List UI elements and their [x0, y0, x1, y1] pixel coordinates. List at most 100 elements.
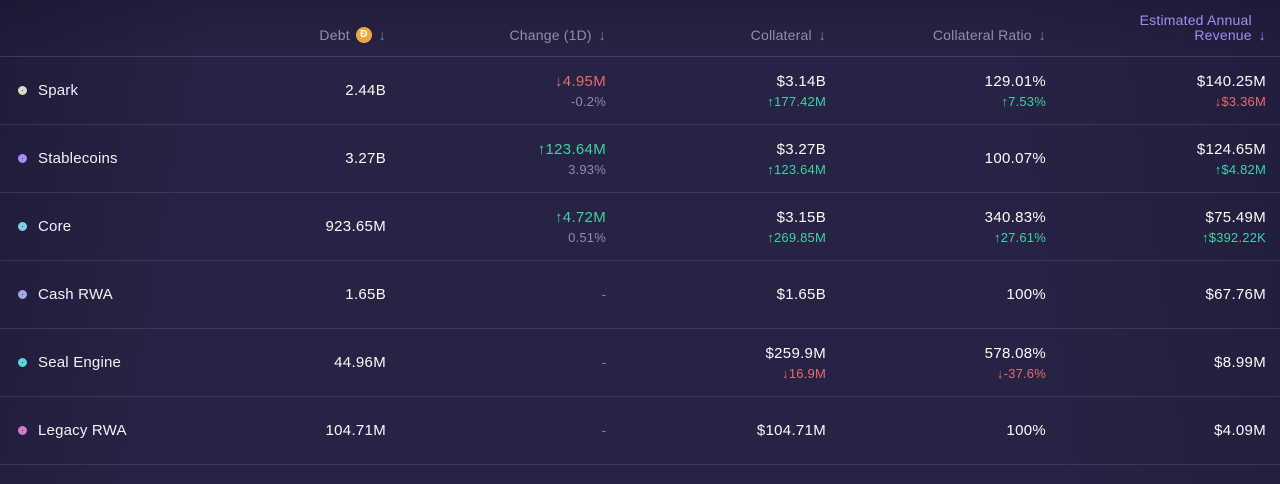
collateral-delta: ↓16.9M [782, 365, 826, 381]
revenue-delta: ↓$3.36M [1214, 93, 1266, 109]
collateral-cell: $104.71M [606, 397, 826, 464]
category-ring-icon [18, 290, 27, 299]
ratio-delta: ↑7.53% [1001, 93, 1046, 109]
collateral-cell: $1.65B [606, 261, 826, 328]
change-cell: - [386, 261, 606, 328]
sort-arrow-icon: ↓ [818, 27, 826, 43]
debt-cell: 104.71M [166, 397, 386, 464]
header-collateral-label: Collateral [750, 27, 812, 43]
ratio-value: 100% [1006, 422, 1046, 439]
change-value: ↑123.64M [537, 140, 606, 158]
sort-arrow-icon: ↓ [1258, 27, 1266, 43]
header-collateral[interactable]: Collateral ↓ [606, 0, 826, 56]
name-cell: Core [0, 193, 166, 260]
ratio-value: 100.07% [984, 150, 1046, 167]
debt-cell: 1.65B [166, 261, 386, 328]
change-empty: - [601, 423, 606, 438]
ratio-value: 578.08% [984, 344, 1046, 362]
debt-value: 104.71M [325, 422, 386, 439]
name-cell: Legacy RWA [0, 397, 166, 464]
collateral-value: $259.9M [765, 344, 826, 362]
debt-value: 923.65M [325, 218, 386, 235]
collateral-value: $3.15B [776, 208, 826, 226]
header-collateral-ratio-label: Collateral Ratio [932, 27, 1032, 43]
name-cell: Spark [0, 57, 166, 124]
change-percent: 3.93% [568, 161, 606, 177]
table-row-cash-rwa[interactable]: Cash RWA 1.65B - $1.65B 100% $67.76M [0, 261, 1280, 329]
dai-coin-icon: Ð [355, 27, 372, 43]
collateral-delta: ↑177.42M [767, 93, 826, 109]
collateral-ratio-cell: 129.01% ↑7.53% [826, 57, 1046, 124]
collateral-delta: ↑123.64M [767, 161, 826, 177]
collateral-ratio-cell: 340.83% ↑27.61% [826, 193, 1046, 260]
row-label: Spark [38, 82, 79, 99]
ratio-value: 129.01% [984, 72, 1046, 90]
collateral-value: $104.71M [756, 422, 826, 439]
ratio-value: 100% [1006, 286, 1046, 303]
header-debt[interactable]: Debt Ð ↓ [166, 0, 386, 56]
revenue-cell: $124.65M ↑$4.82M [1046, 125, 1266, 192]
debt-cell: 923.65M [166, 193, 386, 260]
debt-value: 3.27B [345, 150, 386, 167]
table-row-spark[interactable]: Spark 2.44B ↓4.95M -0.2% $3.14B ↑177.42M… [0, 57, 1280, 125]
table-row-core[interactable]: Core 923.65M ↑4.72M 0.51% $3.15B ↑269.85… [0, 193, 1280, 261]
name-cell: Stablecoins [0, 125, 166, 192]
revenue-cell: $140.25M ↓$3.36M [1046, 57, 1266, 124]
change-percent: -0.2% [571, 93, 606, 109]
change-empty: - [601, 287, 606, 302]
revenue-value: $8.99M [1214, 354, 1266, 371]
collateral-cell: $259.9M ↓16.9M [606, 329, 826, 396]
row-label: Stablecoins [38, 150, 118, 167]
table-row-stablecoins[interactable]: Stablecoins 3.27B ↑123.64M 3.93% $3.27B … [0, 125, 1280, 193]
revenue-cell: $8.99M [1046, 329, 1266, 396]
header-change-label: Change (1D) [509, 27, 592, 43]
revenue-delta: ↑$4.82M [1214, 161, 1266, 177]
sort-arrow-icon: ↓ [598, 27, 606, 43]
row-label: Legacy RWA [38, 422, 127, 439]
change-cell: ↑4.72M 0.51% [386, 193, 606, 260]
debt-value: 44.96M [334, 354, 386, 371]
debt-cell: 2.44B [166, 57, 386, 124]
header-revenue-label: Estimated Annual Revenue [1139, 12, 1252, 43]
table-row-seal-engine[interactable]: Seal Engine 44.96M - $259.9M ↓16.9M 578.… [0, 329, 1280, 397]
header-change-1d[interactable]: Change (1D) ↓ [386, 0, 606, 56]
revenue-cell: $67.76M [1046, 261, 1266, 328]
change-value: ↑4.72M [555, 208, 606, 226]
collateral-delta: ↑269.85M [767, 229, 826, 245]
debt-cell: 44.96M [166, 329, 386, 396]
revenue-cell: $75.49M ↑$392.22K [1046, 193, 1266, 260]
header-debt-label: Debt [319, 27, 350, 43]
ratio-value: 340.83% [984, 208, 1046, 226]
change-cell: ↓4.95M -0.2% [386, 57, 606, 124]
collateral-ratio-cell: 100.07% [826, 125, 1046, 192]
revenue-delta: ↑$392.22K [1202, 229, 1266, 245]
debt-value: 1.65B [345, 286, 386, 303]
revenue-value: $75.49M [1205, 208, 1266, 226]
category-ring-icon [18, 426, 27, 435]
ratio-delta: ↓-37.6% [996, 365, 1046, 381]
row-label: Seal Engine [38, 354, 122, 371]
category-ring-icon [18, 154, 27, 163]
revenue-value: $67.76M [1205, 286, 1266, 303]
row-label: Core [38, 218, 72, 235]
revenue-value: $140.25M [1196, 72, 1266, 90]
change-cell: - [386, 329, 606, 396]
table-row-legacy-rwa[interactable]: Legacy RWA 104.71M - $104.71M 100% $4.09… [0, 397, 1280, 465]
change-empty: - [601, 355, 606, 370]
revenue-cell: $4.09M [1046, 397, 1266, 464]
table-header-row: Debt Ð ↓ Change (1D) ↓ Collateral ↓ Coll… [0, 0, 1280, 57]
collateral-cell: $3.15B ↑269.85M [606, 193, 826, 260]
header-estimated-annual-revenue[interactable]: Estimated Annual Revenue ↓ [1046, 0, 1266, 56]
collateral-cell: $3.14B ↑177.42M [606, 57, 826, 124]
collateral-ratio-cell: 100% [826, 397, 1046, 464]
revenue-value: $124.65M [1196, 140, 1266, 158]
change-percent: 0.51% [568, 229, 606, 245]
assets-table: Debt Ð ↓ Change (1D) ↓ Collateral ↓ Coll… [0, 0, 1280, 465]
collateral-value: $3.14B [776, 72, 826, 90]
change-cell: - [386, 397, 606, 464]
collateral-cell: $3.27B ↑123.64M [606, 125, 826, 192]
header-collateral-ratio[interactable]: Collateral Ratio ↓ [826, 0, 1046, 56]
change-cell: ↑123.64M 3.93% [386, 125, 606, 192]
name-cell: Cash RWA [0, 261, 166, 328]
sort-arrow-icon: ↓ [378, 27, 386, 43]
